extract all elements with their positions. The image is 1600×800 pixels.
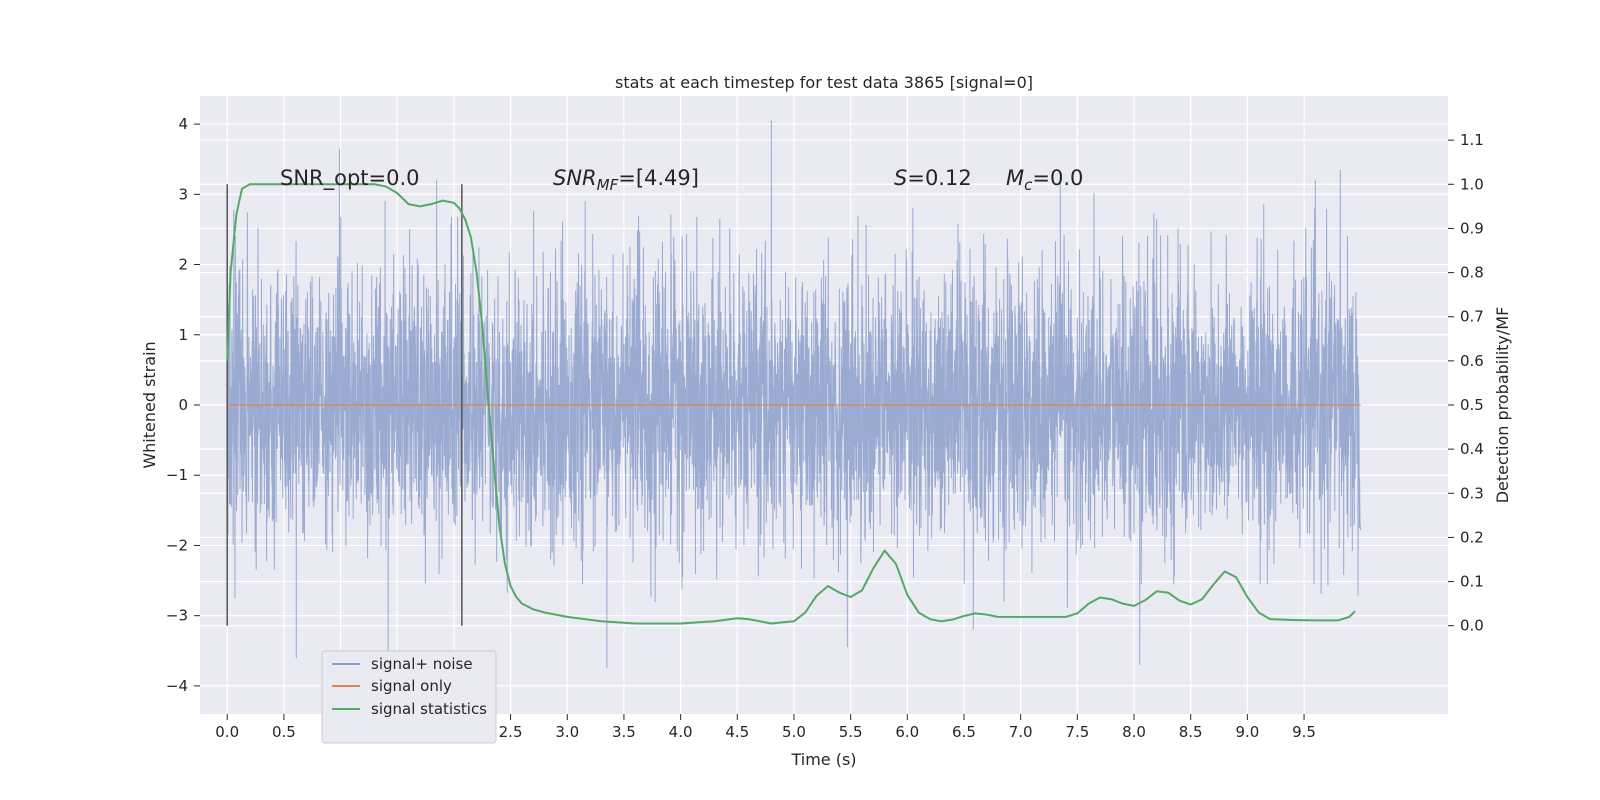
chart-title: stats at each timestep for test data 386…: [615, 73, 1033, 92]
y-tick-label-6: −2: [166, 536, 188, 554]
x-tick-label-6: 3.0: [555, 723, 579, 741]
series-signal-plus-noise: [226, 120, 1361, 669]
right-y-tick-label-9: 0.2: [1460, 528, 1484, 546]
right-y-tick-label-5: 0.6: [1460, 352, 1484, 370]
annotation-snr-mf: SNRMF=[4.49]: [553, 166, 699, 194]
y-tick-label-3: 1: [178, 326, 188, 344]
statistics-trace: [226, 183, 1356, 625]
x-tick-label-8: 4.0: [669, 723, 693, 741]
y-tick-label-8: −4: [166, 677, 188, 695]
x-tick-label-0: 0.0: [215, 723, 239, 741]
y-tick-label-0: 4: [178, 115, 188, 133]
right-y-axis-label: Detection probability/MF: [1493, 307, 1512, 504]
noise-trace: [226, 120, 1361, 669]
x-tick-label-16: 8.0: [1122, 723, 1146, 741]
legend-box: [321, 650, 497, 744]
y-tick-label-4: 0: [178, 396, 188, 414]
annotation-mc: Mc=0.0: [1006, 166, 1083, 194]
x-tick-label-7: 3.5: [612, 723, 636, 741]
y-axis-ticks: 4 3 2 1 0 −1 −2 −3 −4: [166, 115, 200, 695]
y-axis-label: Whitened strain: [140, 341, 159, 468]
right-y-tick-label-7: 0.4: [1460, 440, 1484, 458]
y-tick-label-7: −3: [166, 607, 188, 625]
right-y-tick-label-3: 0.8: [1460, 264, 1484, 282]
right-y-tick-label-10: 0.1: [1460, 573, 1484, 591]
y-tick-label-2: 2: [178, 256, 188, 274]
legend-label-signal-statistics: signal statistics: [371, 700, 487, 718]
x-tick-label-9: 4.5: [725, 723, 749, 741]
x-tick-label-5: 2.5: [499, 723, 523, 741]
right-y-tick-label-0: 1.1: [1460, 131, 1484, 149]
x-tick-label-13: 6.5: [952, 723, 976, 741]
right-y-tick-label-1: 1.0: [1460, 175, 1484, 193]
annotation-s: S=0.12: [894, 166, 972, 190]
right-y-tick-label-6: 0.5: [1460, 396, 1484, 414]
legend-label-signal-only: signal only: [371, 677, 452, 695]
x-tick-label-10: 5.0: [782, 723, 806, 741]
legend-label-signal-plus-noise: signal+ noise: [371, 655, 473, 673]
vertical-markers: [226, 184, 463, 626]
x-tick-label-15: 7.5: [1065, 723, 1089, 741]
x-tick-label-11: 5.5: [839, 723, 863, 741]
x-tick-label-19: 9.5: [1292, 723, 1316, 741]
right-y-axis-ticks: 1.1 1.0 0.9 0.8 0.7 0.6 0.5 0.4 0.3 0.2 0.1 0.0: [1448, 131, 1484, 635]
right-y-tick-label-11: 0.0: [1460, 617, 1484, 635]
x-tick-label-17: 8.5: [1179, 723, 1203, 741]
x-tick-label-18: 9.0: [1235, 723, 1259, 741]
right-y-tick-label-2: 0.9: [1460, 219, 1484, 237]
right-y-tick-label-8: 0.3: [1460, 484, 1484, 502]
x-axis-label: Time (s): [790, 750, 856, 769]
y-tick-label-5: −1: [166, 466, 188, 484]
x-tick-label-14: 7.0: [1009, 723, 1033, 741]
series-signal-statistics: [226, 183, 1356, 625]
right-y-tick-label-4: 0.7: [1460, 308, 1484, 326]
x-tick-label-12: 6.0: [895, 723, 919, 741]
y-tick-label-1: 3: [178, 185, 188, 203]
legend: signal+ noise signal only signal statist…: [321, 650, 497, 744]
x-tick-label-1: 0.5: [272, 723, 296, 741]
annotation-snr-opt: SNR_opt=0.0: [280, 166, 420, 191]
